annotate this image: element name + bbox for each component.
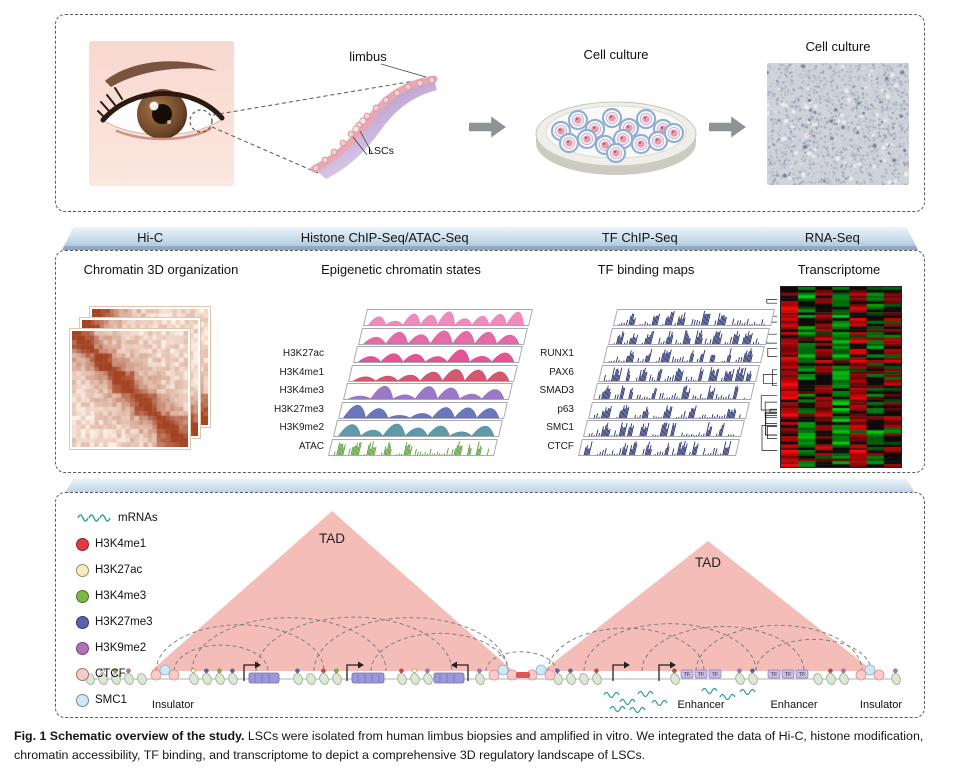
track-label: H3K4me3 [279, 385, 324, 396]
tf-signal-track [603, 346, 765, 363]
data-modalities-panel: Chromatin 3D organization Epigenetic chr… [55, 250, 925, 473]
limbus-cross-section [310, 75, 438, 179]
dendrogram [760, 299, 777, 451]
legend-item-ctcf: CTCF [76, 661, 158, 687]
eye-art [89, 41, 234, 186]
legend-item-h3k27ac: H3K27ac [76, 557, 158, 583]
flow-arrow-icon [709, 116, 746, 138]
svg-text:TF: TF [698, 672, 705, 678]
track-label: RUNX1 [540, 348, 574, 359]
legend-label: H3K9me2 [95, 642, 147, 654]
culture-micrograph [767, 63, 909, 185]
legend-item-h3k9me2: H3K9me2 [76, 635, 158, 661]
epigenetic-signal-track [363, 309, 533, 326]
track-label: SMAD3 [539, 385, 574, 396]
legend-label: CTCF [95, 668, 126, 680]
legend-item-h3k27me3: H3K27me3 [76, 609, 158, 635]
region-label-enhancer-1: Enhancer [677, 699, 725, 711]
epigenetic-signal-track [348, 364, 518, 382]
mrna-wave-icon [77, 514, 111, 522]
track-label: H3K9me2 [279, 422, 324, 433]
limbus-zoom-circle [189, 109, 213, 133]
epigenetic-signal-track [333, 420, 503, 437]
legend: mRNAs H3K4me1 H3K27ac H3K4me3 H3K27me3 H3K9me… [76, 505, 158, 713]
epigenetic-signal-track [353, 346, 523, 363]
sample-isolation-panel: limbus LSCs Cell culture [55, 14, 925, 212]
h3k9me2-swatch [76, 641, 89, 655]
figure-caption: Fig. 1 Schematic overview of the study. … [14, 727, 966, 765]
expression-heatmap [780, 286, 902, 468]
track-label: CTCF [547, 440, 574, 452]
track-label: H3K4me1 [279, 366, 324, 378]
petri-dish-illustration [535, 101, 697, 175]
tad-label-left: TAD [319, 531, 345, 546]
cell-culture-dish-label: Cell culture [583, 47, 649, 62]
eye-illustration [89, 41, 234, 186]
tad-label-right: TAD [695, 555, 721, 570]
cell-culture-micrograph-label: Cell culture [805, 39, 871, 54]
hic-contact-map [69, 328, 191, 450]
track-label: H3K27me3 [273, 403, 324, 415]
track-label: SMC1 [546, 422, 574, 433]
tad-schematic: TF TF TF TF TF TF [84, 511, 901, 714]
region-label-enhancer-2: Enhancer [770, 699, 818, 711]
tf-signal-track [613, 309, 775, 326]
track-label: PAX6 [549, 366, 574, 378]
track-label: ATAC [298, 440, 324, 452]
rna-section-title: Transcriptome [797, 262, 881, 277]
flow-arrow-icon [469, 116, 506, 138]
tf-signal-track [588, 401, 750, 419]
smc1-swatch [76, 693, 89, 707]
legend-label: SMC1 [95, 694, 127, 706]
legend-label: mRNAs [118, 512, 158, 524]
legend-item-mrnas: mRNAs [76, 505, 158, 531]
ctcf-swatch [76, 667, 89, 681]
header-rnaseq: RNA-Seq [804, 230, 860, 245]
limbus-label: limbus [349, 49, 387, 64]
track-label: H3K27ac [282, 348, 324, 359]
lscs-label: LSCs [368, 145, 394, 157]
svg-text:TF: TF [712, 672, 719, 678]
svg-text:TF: TF [771, 672, 778, 678]
tf-signal-track [583, 420, 745, 437]
svg-text:TF: TF [785, 672, 792, 678]
legend-label: H3K4me1 [95, 538, 147, 550]
caption-title: Fig. 1 Schematic overview of the study. [14, 729, 245, 743]
tf-signal-track [598, 364, 760, 382]
h3k4me3-swatch [76, 589, 89, 603]
lsc-cell [352, 125, 360, 133]
lsc-cell [359, 117, 367, 125]
h3k27me3-swatch [76, 615, 89, 629]
tf-signal-track [593, 383, 755, 400]
epigenetic-signal-track [338, 401, 508, 419]
svg-text:TF: TF [799, 672, 806, 678]
legend-label: H3K4me3 [95, 590, 147, 602]
legend-label: H3K27ac [95, 564, 143, 576]
epigenetic-signal-track [343, 383, 513, 400]
svg-text:TF: TF [684, 672, 691, 678]
hic-section-title: Chromatin 3D organization [83, 262, 239, 277]
tf-section-title: TF binding maps [597, 262, 695, 277]
track-label: p63 [557, 403, 574, 415]
epigenetic-signal-track [328, 438, 498, 456]
tf-signal-track [608, 327, 770, 345]
tf-signal-track [578, 438, 740, 456]
legend-item-smc1: SMC1 [76, 687, 158, 713]
legend-item-h3k4me1: H3K4me1 [76, 531, 158, 557]
region-label-insulator-right: Insulator [859, 699, 903, 711]
epigenetic-section-title: Epigenetic chromatin states [321, 262, 481, 277]
header-tf-chipseq: TF ChIP-Seq [601, 230, 678, 245]
header-histone-chipseq: Histone ChIP-Seq/ATAC-Seq [300, 230, 469, 245]
legend-label: H3K27me3 [95, 616, 153, 628]
h3k4me1-swatch [76, 537, 89, 551]
h3k27ac-swatch [76, 563, 89, 577]
caption-body: LSCs were isolated from human limbus bio… [14, 729, 924, 763]
epigenetic-signal-track [358, 327, 528, 345]
legend-item-h3k4me3: H3K4me3 [76, 583, 158, 609]
regulatory-landscape-panel: TF TF TF TF TF TF TAD TAD mRNAs H3K4me1 H3K27ac… [55, 492, 925, 718]
header-hic: Hi-C [137, 230, 164, 245]
assay-header-ribbon: Hi-C Histone ChIP-Seq/ATAC-Seq TF ChIP-S… [62, 226, 918, 250]
region-label-insulator-left: Insulator [151, 699, 195, 711]
